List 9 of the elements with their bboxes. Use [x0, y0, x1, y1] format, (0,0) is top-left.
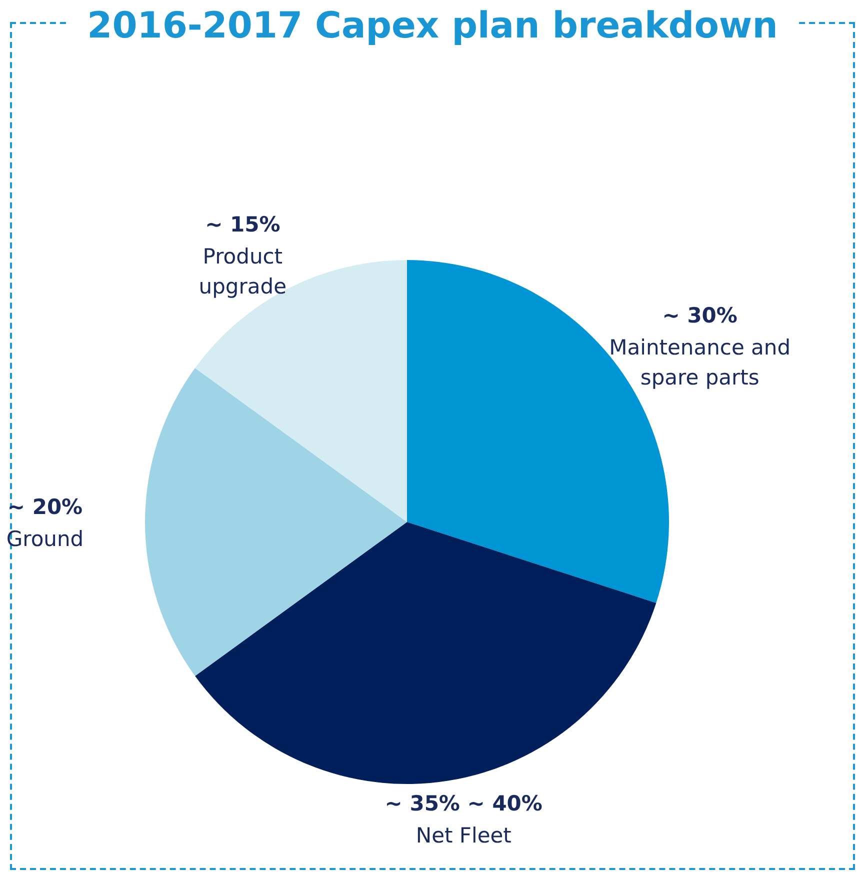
slice-label: Maintenance and spare parts [609, 336, 791, 390]
data-label: ~ 35% ~ 40% [384, 791, 542, 816]
slice-label: Ground [6, 527, 84, 551]
slice-label: Net Fleet [416, 823, 512, 848]
data-label: ~ 30% [662, 304, 738, 328]
data-label: ~ 15% [205, 212, 280, 237]
slice-label: Product upgrade [198, 244, 287, 299]
chart-title: 2016-2017 Capex plan breakdown [87, 6, 778, 46]
data-label: ~ 20% [7, 495, 83, 519]
